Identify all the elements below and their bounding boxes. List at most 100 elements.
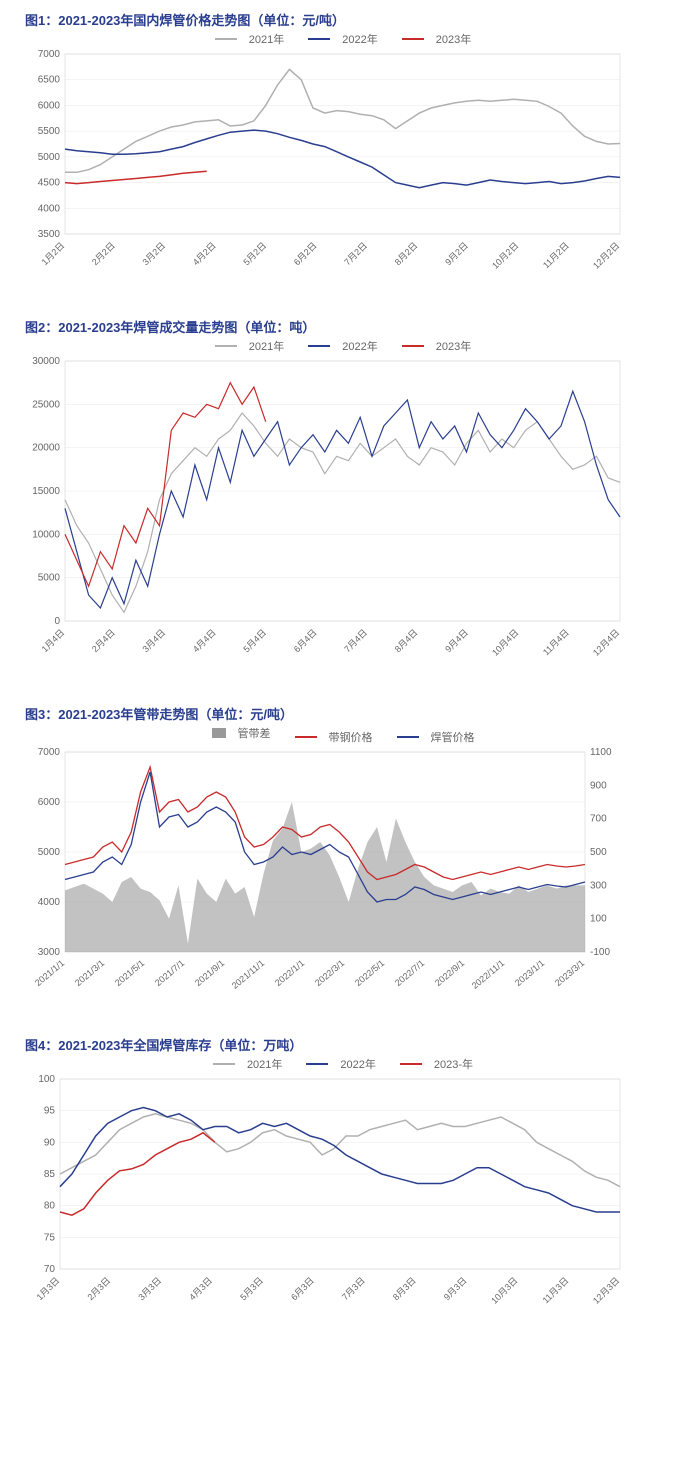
chart2-block: 图2：2021-2023年焊管成交量走势图（单位：吨）2021年2022年202… xyxy=(15,317,671,676)
y-tick-label: 0 xyxy=(54,616,60,627)
chart2-svg: 0500010000150002000025000300001月4日2月4日3月… xyxy=(15,356,635,676)
y-tick-label: 90 xyxy=(44,1137,56,1148)
x-tick-label: 2月2日 xyxy=(90,240,117,267)
legend-item: 管带差 xyxy=(206,725,277,741)
legend-label: 管带差 xyxy=(238,725,271,741)
legend-swatch xyxy=(306,1063,328,1065)
x-tick-label: 2月3日 xyxy=(85,1275,112,1302)
x-tick-label: 2021/1/1 xyxy=(33,958,66,988)
x-tick-label: 1月2日 xyxy=(40,240,67,267)
x-tick-label: 4月3日 xyxy=(187,1275,214,1302)
legend-swatch xyxy=(308,345,330,347)
chart4-svg: 7075808590951001月3日2月3日3月3日4月3日5月3日6月3日7… xyxy=(15,1074,635,1324)
y-tick-label: 15000 xyxy=(32,486,60,497)
chart4-title: 图4：2021-2023年全国焊管库存（单位：万吨） xyxy=(25,1035,671,1054)
legend-label: 2023-年 xyxy=(434,1056,473,1072)
x-tick-label: 9月2日 xyxy=(443,240,470,267)
x-tick-label: 4月4日 xyxy=(191,627,218,654)
legend-label: 2021年 xyxy=(247,1056,282,1072)
x-tick-label: 8月2日 xyxy=(393,240,420,267)
legend-item: 带钢价格 xyxy=(289,729,379,745)
x-tick-label: 11月2日 xyxy=(541,240,571,270)
legend-label: 2022年 xyxy=(340,1056,375,1072)
chart4-block: 图4：2021-2023年全国焊管库存（单位：万吨） 2021年 2022年 2023… xyxy=(15,1035,671,1324)
y-tick-label: 95 xyxy=(44,1106,56,1117)
legend-swatch xyxy=(215,345,237,347)
legend-item: 焊管价格 xyxy=(391,729,481,745)
x-tick-label: 3月2日 xyxy=(140,240,167,267)
legend-item: 2023-年 xyxy=(394,1056,479,1072)
legend-swatch xyxy=(213,1063,235,1065)
x-tick-label: 12月3日 xyxy=(591,1275,621,1305)
chart1-svg: 350040004500500055006000650070001月2日2月2日… xyxy=(15,49,635,289)
x-tick-label: 8月3日 xyxy=(391,1275,418,1302)
x-tick-label: 2022/11/1 xyxy=(470,958,507,991)
legend-item: 2022年 xyxy=(302,338,383,354)
chart3-title: 图3：2021-2023年管带走势图（单位：元/吨） xyxy=(25,704,671,723)
x-tick-label: 3月3日 xyxy=(136,1275,163,1302)
legend-item: 2021年 xyxy=(209,31,290,47)
x-tick-label: 9月4日 xyxy=(443,627,470,654)
x-tick-label: 5月4日 xyxy=(241,627,268,654)
x-tick-label: 2022/1/1 xyxy=(273,958,306,988)
series-line-1 xyxy=(65,391,620,608)
x-tick-label: 2月4日 xyxy=(90,627,117,654)
x-tick-label: 6月4日 xyxy=(292,627,319,654)
x-tick-label: 5月3日 xyxy=(238,1275,265,1302)
x-tick-label: 11月3日 xyxy=(541,1275,571,1305)
y2-tick-label: 700 xyxy=(590,814,607,825)
legend-label: 2021年 xyxy=(249,338,284,354)
chart3-svg: 30004000500060007000-1001003005007009001… xyxy=(15,747,635,1007)
x-tick-label: 6月3日 xyxy=(289,1275,316,1302)
legend-label: 2022年 xyxy=(342,338,377,354)
y-tick-label: 30000 xyxy=(32,356,60,367)
legend-label: 带钢价格 xyxy=(329,729,373,745)
y-tick-label: 20000 xyxy=(32,443,60,454)
x-tick-label: 8月4日 xyxy=(393,627,420,654)
x-tick-label: 2021/3/1 xyxy=(73,958,106,988)
area-series xyxy=(65,802,585,952)
x-tick-label: 7月3日 xyxy=(340,1275,367,1302)
y-tick-label: 70 xyxy=(44,1264,56,1275)
y-tick-label: 7000 xyxy=(38,747,61,758)
x-tick-label: 10月4日 xyxy=(490,627,520,657)
chart1-legend: 2021年2022年2023年 xyxy=(15,31,671,47)
legend-swatch xyxy=(215,38,237,40)
legend-swatch xyxy=(400,1063,422,1065)
y-tick-label: 100 xyxy=(38,1074,55,1085)
x-tick-label: 3月4日 xyxy=(140,627,167,654)
x-tick-label: 2021/11/1 xyxy=(230,958,267,991)
chart3-legend: 管带差 带钢价格 焊管价格 xyxy=(15,725,671,745)
y-tick-label: 6000 xyxy=(38,100,61,111)
chart1-title: 图1：2021-2023年国内焊管价格走势图（单位：元/吨） xyxy=(25,10,671,29)
y-tick-label: 85 xyxy=(44,1169,56,1180)
x-tick-label: 5月2日 xyxy=(241,240,268,267)
x-tick-label: 2022/5/1 xyxy=(353,958,386,988)
series-line-1 xyxy=(60,1108,620,1213)
x-tick-label: 10月2日 xyxy=(490,240,520,270)
x-tick-label: 12月2日 xyxy=(591,240,621,270)
y-tick-label: 75 xyxy=(44,1232,56,1243)
legend-item: 2021年 xyxy=(209,338,290,354)
x-tick-label: 2022/9/1 xyxy=(433,958,466,988)
chart3-block: 图3：2021-2023年管带走势图（单位：元/吨）管带差带钢价格焊管价格300… xyxy=(15,704,671,1007)
x-tick-label: 2022/7/1 xyxy=(393,958,426,988)
y-tick-label: 5000 xyxy=(38,847,61,858)
y-tick-label: 25000 xyxy=(32,399,60,410)
legend-item: 2022年 xyxy=(300,1056,381,1072)
x-tick-label: 1月4日 xyxy=(40,627,67,654)
legend-label: 焊管价格 xyxy=(431,729,475,745)
x-tick-label: 6月2日 xyxy=(292,240,319,267)
x-tick-label: 2021/9/1 xyxy=(193,958,226,988)
chart4-legend: 2021年 2022年 2023-年 xyxy=(15,1056,671,1072)
x-tick-label: 10月3日 xyxy=(489,1275,519,1305)
legend-label: 2023年 xyxy=(436,338,471,354)
series-line-1 xyxy=(65,130,620,188)
y-tick-label: 7000 xyxy=(38,49,61,60)
y-tick-label: 5000 xyxy=(38,152,61,163)
y-tick-label: 4000 xyxy=(38,897,61,908)
y2-tick-label: -100 xyxy=(590,947,610,958)
y-tick-label: 5000 xyxy=(38,573,61,584)
legend-swatch xyxy=(212,728,226,738)
legend-label: 2022年 xyxy=(342,31,377,47)
